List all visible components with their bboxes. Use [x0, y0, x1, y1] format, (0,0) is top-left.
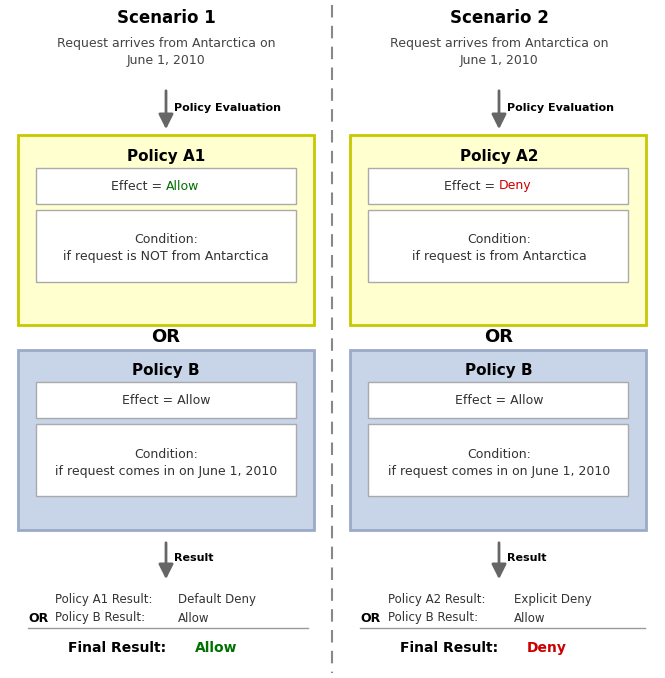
Text: Policy A2: Policy A2 — [460, 150, 538, 165]
Text: Policy B: Policy B — [132, 363, 200, 378]
Bar — [18, 350, 314, 530]
Bar — [36, 210, 296, 282]
Text: Policy B: Policy B — [465, 363, 533, 378]
Bar — [368, 382, 628, 418]
Bar — [36, 168, 296, 204]
Bar — [368, 424, 628, 496]
Text: Request arrives from Antarctica on
June 1, 2010: Request arrives from Antarctica on June … — [57, 37, 275, 67]
Text: Condition:
if request comes in on June 1, 2010: Condition: if request comes in on June 1… — [55, 448, 277, 478]
Bar — [36, 424, 296, 496]
Text: Request arrives from Antarctica on
June 1, 2010: Request arrives from Antarctica on June … — [390, 37, 608, 67]
Text: OR: OR — [360, 612, 380, 624]
Text: Effect =: Effect = — [111, 180, 166, 193]
Text: Deny: Deny — [499, 180, 531, 193]
Text: Result: Result — [507, 553, 547, 563]
Text: OR: OR — [152, 328, 180, 346]
Text: Allow: Allow — [195, 641, 237, 655]
Text: OR: OR — [485, 328, 513, 346]
Bar — [368, 168, 628, 204]
Text: Scenario 2: Scenario 2 — [450, 9, 549, 27]
Text: Allow: Allow — [514, 612, 545, 624]
Text: Condition:
if request is NOT from Antarctica: Condition: if request is NOT from Antarc… — [63, 233, 269, 263]
Text: Allow: Allow — [178, 612, 209, 624]
Text: Policy Evaluation: Policy Evaluation — [174, 103, 281, 113]
Text: Allow: Allow — [166, 180, 200, 193]
Text: Explicit Deny: Explicit Deny — [514, 593, 592, 607]
Bar — [368, 210, 628, 282]
Text: Condition:
if request is from Antarctica: Condition: if request is from Antarctica — [412, 233, 587, 263]
Text: OR: OR — [28, 612, 49, 624]
Text: Final Result:: Final Result: — [400, 641, 498, 655]
Text: Policy Evaluation: Policy Evaluation — [507, 103, 614, 113]
Bar — [350, 350, 646, 530]
Text: Result: Result — [174, 553, 213, 563]
Text: Effect = Allow: Effect = Allow — [122, 393, 210, 407]
Text: Condition:
if request comes in on June 1, 2010: Condition: if request comes in on June 1… — [388, 448, 610, 478]
Text: Policy A2 Result:: Policy A2 Result: — [388, 593, 485, 607]
Text: Policy A1 Result:: Policy A1 Result: — [55, 593, 152, 607]
Text: Policy B Result:: Policy B Result: — [388, 612, 478, 624]
Text: Effect = Allow: Effect = Allow — [455, 393, 543, 407]
Text: Default Deny: Default Deny — [178, 593, 256, 607]
Text: Effect =: Effect = — [444, 180, 499, 193]
Text: Policy B Result:: Policy B Result: — [55, 612, 145, 624]
Text: Policy A1: Policy A1 — [127, 150, 205, 165]
Bar — [18, 135, 314, 325]
Bar — [36, 382, 296, 418]
Text: Final Result:: Final Result: — [68, 641, 166, 655]
Text: Scenario 1: Scenario 1 — [116, 9, 215, 27]
Text: Deny: Deny — [527, 641, 567, 655]
Bar — [350, 135, 646, 325]
